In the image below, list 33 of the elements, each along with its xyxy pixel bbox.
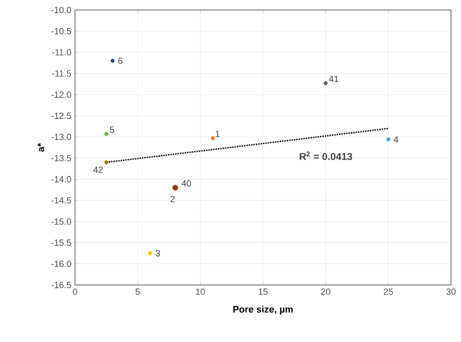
y-tick-label: -12.5: [51, 112, 72, 119]
annotation: 2: [170, 196, 175, 202]
x-axis-title: Pore size, µm: [233, 306, 293, 315]
annotation: 40: [182, 180, 192, 187]
y-tick-label: -15.0: [51, 218, 72, 225]
y-tick-label: -11.5: [52, 70, 72, 77]
annotation: R$^{2}$ = 0.0413: [300, 151, 352, 160]
x-tick-label: 20: [321, 288, 330, 295]
y-axis-title: a*: [38, 143, 44, 152]
y-tick-label: -10.0: [51, 6, 72, 14]
annotation: 42: [93, 166, 103, 173]
y-tick-label: -10.5: [51, 28, 72, 34]
x-tick-label: 15: [258, 288, 268, 295]
annotation: 3: [156, 250, 160, 256]
y-tick-label: -14.5: [51, 197, 72, 204]
y-tick-label: -13.0: [51, 134, 72, 140]
y-tick-label: -11.0: [52, 49, 72, 56]
y-tick-label: -14.0: [51, 176, 72, 182]
x-tick-label: 30: [446, 288, 456, 295]
annotation: 1: [216, 130, 220, 137]
x-tick-label: 5: [136, 288, 140, 295]
x-tick-label: 10: [196, 288, 205, 295]
annotation: 4: [394, 136, 398, 143]
y-tick-label: -15.5: [51, 240, 72, 246]
y-tick-label: -13.5: [51, 154, 72, 162]
y-tick-label: -16.0: [51, 260, 72, 268]
y-tick-label: -16.5: [51, 282, 72, 288]
x-tick-label: 0: [72, 288, 78, 295]
x-tick-label: 25: [384, 288, 393, 295]
y-tick-label: -12.0: [51, 91, 72, 98]
annotation: 41: [329, 76, 338, 82]
annotation: 6: [118, 58, 122, 64]
annotation: 5: [110, 126, 114, 133]
